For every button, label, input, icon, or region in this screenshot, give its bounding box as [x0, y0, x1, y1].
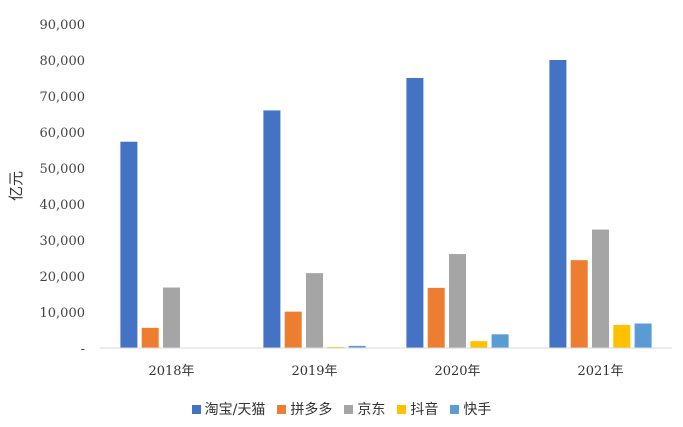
bar-抖音-2019年	[327, 346, 345, 348]
bar-淘宝/天猫-2021年	[549, 60, 567, 348]
bar-抖音-2020年	[470, 341, 488, 348]
legend-swatch	[277, 405, 287, 414]
x-tick-label: 2019年	[291, 364, 337, 379]
bar-快手-2019年	[348, 345, 366, 348]
y-axis-label: 亿元	[7, 171, 25, 201]
bar-京东-2021年	[592, 229, 609, 348]
legend: 淘宝/天猫 拼多多 京东 抖音 快手	[0, 399, 683, 419]
legend-label: 淘宝/天猫	[204, 402, 266, 418]
legend-swatch	[344, 405, 354, 414]
y-tick-label: 70,000	[40, 90, 86, 105]
bar-京东-2020年	[449, 254, 466, 348]
bar-淘宝/天猫-2020年	[406, 78, 424, 348]
legend-label: 抖音	[410, 402, 439, 418]
x-axis: 2018年 2019年 2020年 2021年	[148, 364, 623, 379]
y-tick-label: 10,000	[40, 306, 86, 321]
legend-label: 京东	[357, 402, 386, 418]
bar-京东-2019年	[306, 273, 323, 348]
bar-拼多多-2019年	[284, 311, 302, 348]
legend-swatch	[450, 405, 460, 414]
legend-item: 京东	[344, 399, 385, 419]
bars	[120, 60, 652, 349]
legend-label: 拼多多	[290, 402, 333, 418]
y-tick-label: 30,000	[40, 234, 86, 249]
legend-item: 淘宝/天猫	[191, 399, 266, 419]
y-tick-label: 90,000	[40, 18, 86, 33]
x-tick-label: 2018年	[148, 364, 194, 379]
legend-item: 抖音	[397, 399, 438, 419]
bar-快手-2020年	[491, 334, 509, 348]
x-tick-label: 2021年	[577, 364, 623, 379]
y-tick-label: 60,000	[40, 126, 86, 141]
y-tick-label: -	[81, 342, 85, 357]
bar-淘宝/天猫-2018年	[120, 141, 138, 348]
x-tick-label: 2020年	[434, 364, 480, 379]
y-axis: - 10,000 20,000 30,000 40,000 50,000 60,000 70,…	[40, 18, 86, 357]
bar-淘宝/天猫-2019年	[263, 110, 281, 349]
bar-京东-2018年	[163, 287, 180, 348]
bar-拼多多-2018年	[141, 327, 159, 348]
legend-item: 快手	[450, 399, 491, 419]
legend-swatch	[397, 405, 407, 414]
y-tick-label: 80,000	[40, 54, 86, 69]
bar-拼多多-2020年	[427, 287, 445, 348]
y-tick-label: 50,000	[40, 162, 86, 177]
legend-item: 拼多多	[277, 399, 332, 419]
y-tick-label: 20,000	[40, 270, 86, 285]
legend-label: 快手	[463, 402, 492, 418]
y-tick-label: 40,000	[40, 198, 86, 213]
bar-拼多多-2021年	[570, 260, 588, 348]
legend-swatch	[191, 405, 201, 414]
bar-快手-2021年	[634, 323, 652, 348]
bar-抖音-2021年	[613, 324, 631, 348]
